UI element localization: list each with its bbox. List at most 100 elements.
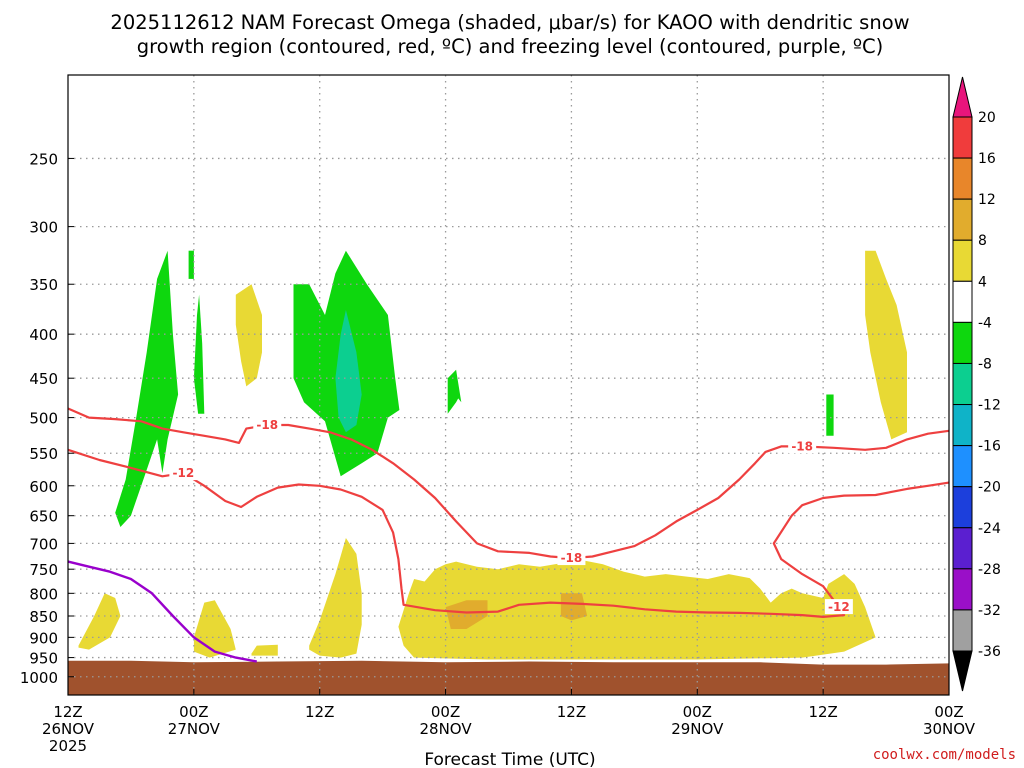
x-tick-label-5-0: 00Z bbox=[683, 703, 712, 721]
contour-line-0 bbox=[67, 407, 950, 560]
colorbar-label-12: -32 bbox=[978, 603, 1001, 619]
omega-region-1 bbox=[188, 250, 194, 279]
chart-title-line-2: growth region (contoured, red, ºC) and f… bbox=[137, 35, 884, 58]
ground-surface bbox=[68, 660, 949, 695]
omega-colorbar: 20 16 12 8 4 -4 -8 -12 -16 -20 -24 -28 -32 -36 bbox=[952, 76, 1001, 692]
y-tick-label-750: 750 bbox=[29, 561, 58, 579]
y-tick-label-550: 550 bbox=[29, 445, 58, 463]
contour-label-bg-0 bbox=[253, 416, 282, 432]
x-tick-label-0-1: 26NOV bbox=[42, 720, 95, 738]
colorbar-label-9: -20 bbox=[978, 480, 1001, 496]
contour-label-bg-2 bbox=[788, 438, 817, 454]
y-tick-label-1000: 1000 bbox=[20, 669, 58, 687]
y-tick-label-350: 350 bbox=[29, 276, 58, 294]
x-tick-label-0-0: 12Z bbox=[53, 703, 82, 721]
y-tick-label-450: 450 bbox=[29, 370, 58, 388]
colorbar-bottom-arrow bbox=[952, 650, 973, 692]
omega-region-9 bbox=[78, 593, 121, 650]
colorbar-label-13: -36 bbox=[978, 644, 1001, 660]
contour-line-1 bbox=[67, 448, 950, 619]
omega-region-6 bbox=[335, 310, 362, 433]
x-tick-label-2-0: 12Z bbox=[305, 703, 334, 721]
y-tick-label-950: 950 bbox=[29, 650, 58, 668]
colorbar-band-7 bbox=[952, 404, 973, 447]
contour-line-2 bbox=[67, 560, 258, 663]
omega-region-4 bbox=[447, 369, 462, 414]
omega-region-7 bbox=[235, 284, 262, 387]
x-tick-label-5-1: 29NOV bbox=[671, 720, 724, 738]
colorbar-band-8 bbox=[952, 445, 973, 488]
colorbar-label-10: -24 bbox=[978, 521, 1001, 537]
colorbar-label-8: -16 bbox=[978, 439, 1001, 455]
colorbar-band-4 bbox=[952, 280, 973, 323]
y-tick-label-650: 650 bbox=[29, 508, 58, 526]
omega-region-15 bbox=[560, 593, 588, 621]
contour-label-bg-4 bbox=[824, 599, 853, 615]
omega-region-8 bbox=[865, 250, 907, 440]
y-tick-label-800: 800 bbox=[29, 585, 58, 603]
grid-lines bbox=[68, 75, 949, 695]
chart-title-line-1: 2025112612 NAM Forecast Omega (shaded, μ… bbox=[110, 11, 909, 34]
contour-label-1: -18 bbox=[561, 551, 583, 565]
omega-region-2 bbox=[193, 294, 205, 414]
colorbar-label-0: 20 bbox=[978, 110, 996, 126]
colorbar-label-1: 16 bbox=[978, 151, 996, 167]
x-tick-label-7-1: 30NOV bbox=[923, 720, 976, 738]
x-tick-label-0-2: 2025 bbox=[49, 737, 87, 755]
colorbar-label-11: -28 bbox=[978, 562, 1001, 578]
credit-text: coolwx.com/models bbox=[873, 747, 1016, 763]
colorbar-band-3 bbox=[952, 239, 973, 282]
omega-region-14 bbox=[445, 600, 488, 629]
x-tick-label-3-1: 28NOV bbox=[420, 720, 473, 738]
colorbar-label-5: -4 bbox=[978, 315, 992, 331]
colorbar-band-0 bbox=[952, 116, 973, 159]
colorbar-band-10 bbox=[952, 527, 973, 570]
contour-label-bg-3 bbox=[169, 465, 198, 481]
x-tick-label-1-1: 27NOV bbox=[168, 720, 221, 738]
colorbar-label-3: 8 bbox=[978, 233, 987, 249]
omega-region-12 bbox=[309, 538, 362, 658]
y-tick-label-600: 600 bbox=[29, 478, 58, 496]
x-tick-label-7-0: 00Z bbox=[934, 703, 963, 721]
colorbar-band-11 bbox=[952, 568, 973, 611]
contour-label-2: -18 bbox=[791, 439, 813, 453]
contour-label-3: -12 bbox=[173, 466, 195, 480]
y-tick-label-300: 300 bbox=[29, 219, 58, 237]
temperature-contours: -18 -18 -18 -12 -12 bbox=[67, 407, 950, 663]
colorbar-label-7: -12 bbox=[978, 398, 1001, 414]
contour-label-0: -18 bbox=[256, 418, 278, 432]
omega-region-5 bbox=[826, 394, 834, 436]
colorbar-label-2: 12 bbox=[978, 192, 996, 208]
x-tick-label-6-0: 12Z bbox=[808, 703, 837, 721]
y-axis-ticks: 250 300 350 400 450 500 550 600 650 700 750 800 850 9… bbox=[20, 150, 74, 687]
colorbar-label-4: 4 bbox=[978, 274, 987, 290]
plot-frame bbox=[67, 74, 950, 696]
y-tick-label-400: 400 bbox=[29, 326, 58, 344]
colorbar-band-2 bbox=[952, 198, 973, 241]
y-tick-label-500: 500 bbox=[29, 410, 58, 428]
y-tick-label-900: 900 bbox=[29, 629, 58, 647]
y-tick-label-700: 700 bbox=[29, 535, 58, 553]
colorbar-top-arrow bbox=[952, 76, 973, 118]
y-tick-label-250: 250 bbox=[29, 150, 58, 168]
colorbar-band-9 bbox=[952, 486, 973, 529]
omega-region-13 bbox=[398, 560, 876, 660]
contour-label-bg-1 bbox=[557, 550, 586, 566]
colorbar-band-6 bbox=[952, 362, 973, 406]
omega-region-11 bbox=[251, 644, 278, 656]
y-tick-label-850: 850 bbox=[29, 608, 58, 626]
ground-mask bbox=[68, 660, 949, 695]
omega-region-0 bbox=[115, 250, 179, 527]
colorbar-band-1 bbox=[952, 157, 973, 200]
omega-shading bbox=[78, 250, 907, 660]
x-tick-label-3-0: 00Z bbox=[431, 703, 460, 721]
colorbar-label-6: -8 bbox=[978, 356, 992, 372]
colorbar-band-5 bbox=[952, 321, 973, 364]
colorbar-band-12 bbox=[952, 609, 973, 652]
x-tick-label-4-0: 12Z bbox=[557, 703, 586, 721]
contour-label-4: -12 bbox=[828, 600, 850, 614]
x-tick-label-1-0: 00Z bbox=[179, 703, 208, 721]
x-axis-title: Forecast Time (UTC) bbox=[424, 750, 595, 768]
